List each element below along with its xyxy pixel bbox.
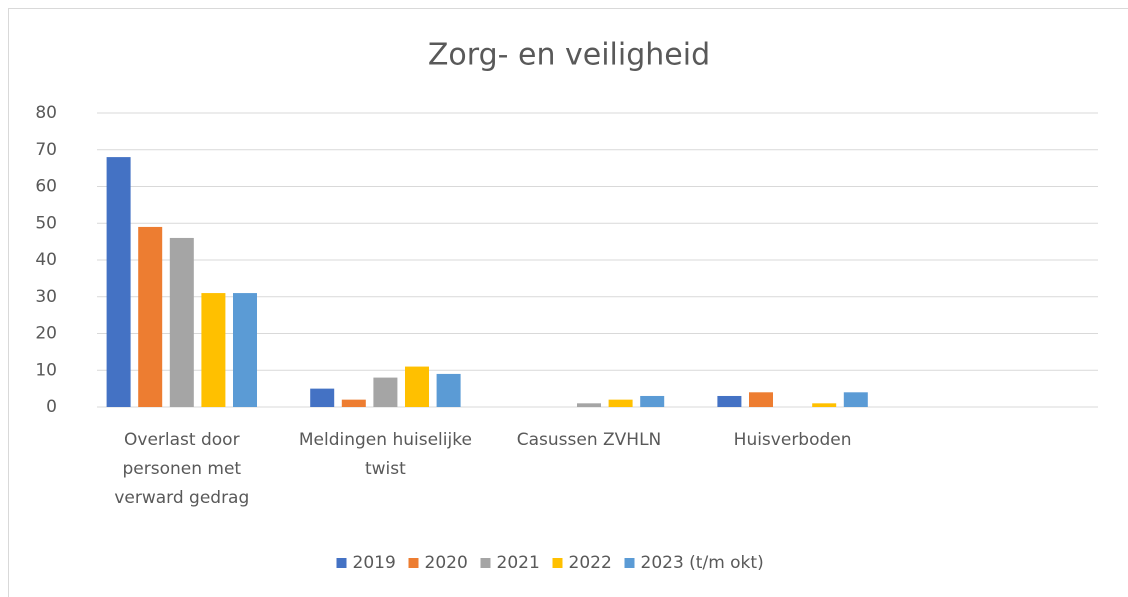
y-tick-label: 80 — [35, 103, 57, 123]
bar — [812, 403, 837, 407]
bar — [640, 395, 665, 407]
bar — [577, 403, 601, 407]
legend-label: 2022 — [569, 553, 612, 573]
y-tick-label: 70 — [35, 140, 57, 160]
bar — [310, 388, 335, 407]
legend-swatch — [408, 558, 419, 568]
legend-label: 2023 (t/m okt) — [641, 553, 764, 573]
bar — [233, 293, 257, 407]
y-tick-label: 10 — [35, 360, 57, 380]
bar — [749, 392, 773, 407]
y-tick-label: 20 — [35, 324, 57, 344]
bar — [717, 395, 742, 407]
chart-frame — [8, 8, 1128, 597]
bar — [201, 293, 226, 407]
bar — [106, 157, 131, 407]
y-tick-label: 60 — [35, 177, 57, 197]
x-tick-label: Meldingen huiselijke twist — [298, 430, 472, 479]
legend-swatch — [336, 558, 347, 568]
bar — [405, 366, 429, 407]
y-tick-label: 0 — [46, 397, 57, 417]
bar — [341, 399, 366, 407]
chart-title: Zorg- en veiligheid — [428, 38, 710, 73]
x-tick-label: Casussen ZVHLN — [516, 430, 662, 450]
y-tick-label: 50 — [35, 213, 57, 233]
legend-label: 2020 — [425, 553, 468, 573]
x-tick-label: Huisverboden — [733, 430, 852, 450]
bar — [373, 377, 398, 407]
y-tick-label: 40 — [35, 250, 57, 270]
bar — [138, 226, 163, 407]
bar — [843, 392, 868, 407]
bar — [608, 399, 633, 407]
y-tick-label: 30 — [35, 287, 57, 307]
bar — [169, 237, 194, 407]
legend-swatch — [624, 558, 635, 568]
legend-swatch — [480, 558, 491, 568]
bar — [436, 373, 461, 407]
legend-swatch — [552, 558, 563, 568]
legend-label: 2019 — [353, 553, 396, 573]
legend-label: 2021 — [497, 553, 540, 573]
x-tick-label: Overlast door personen met verward gedra… — [114, 430, 250, 508]
